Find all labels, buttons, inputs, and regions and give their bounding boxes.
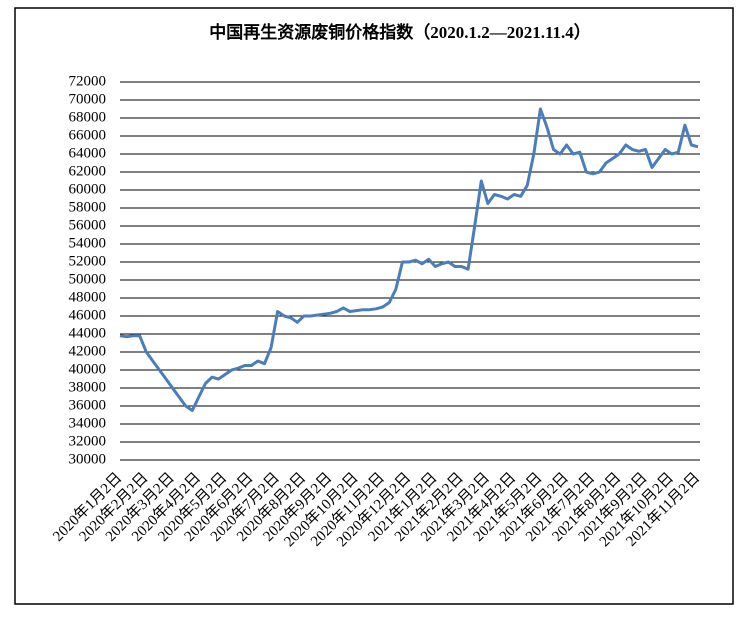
y-tick-label: 36000 (69, 397, 107, 413)
y-tick-label: 70000 (69, 91, 107, 107)
y-tick-label: 42000 (69, 343, 107, 359)
y-tick-label: 52000 (69, 253, 107, 269)
y-tick-label: 38000 (69, 379, 107, 395)
y-tick-label: 46000 (69, 307, 107, 323)
y-tick-label: 30000 (69, 451, 107, 467)
chart-border (14, 7, 734, 605)
y-tick-label: 60000 (69, 181, 107, 197)
y-tick-label: 34000 (69, 415, 107, 431)
y-tick-label: 44000 (69, 325, 107, 341)
chart-title: 中国再生资源废铜价格指数（2020.1.2—2021.11.4） (209, 22, 591, 42)
y-tick-label: 32000 (69, 433, 107, 449)
y-tick-label: 68000 (69, 109, 107, 125)
y-tick-label: 58000 (69, 199, 107, 215)
y-tick-label: 64000 (69, 145, 107, 161)
y-tick-label: 56000 (69, 217, 107, 233)
y-tick-label: 66000 (69, 127, 107, 143)
y-tick-label: 48000 (69, 289, 107, 305)
y-tick-label: 40000 (69, 361, 107, 377)
data-line (119, 107, 699, 412)
y-tick-label: 50000 (69, 271, 107, 287)
y-tick-label: 54000 (69, 235, 107, 251)
y-tick-label: 72000 (69, 73, 107, 89)
y-tick-label: 62000 (69, 163, 107, 179)
